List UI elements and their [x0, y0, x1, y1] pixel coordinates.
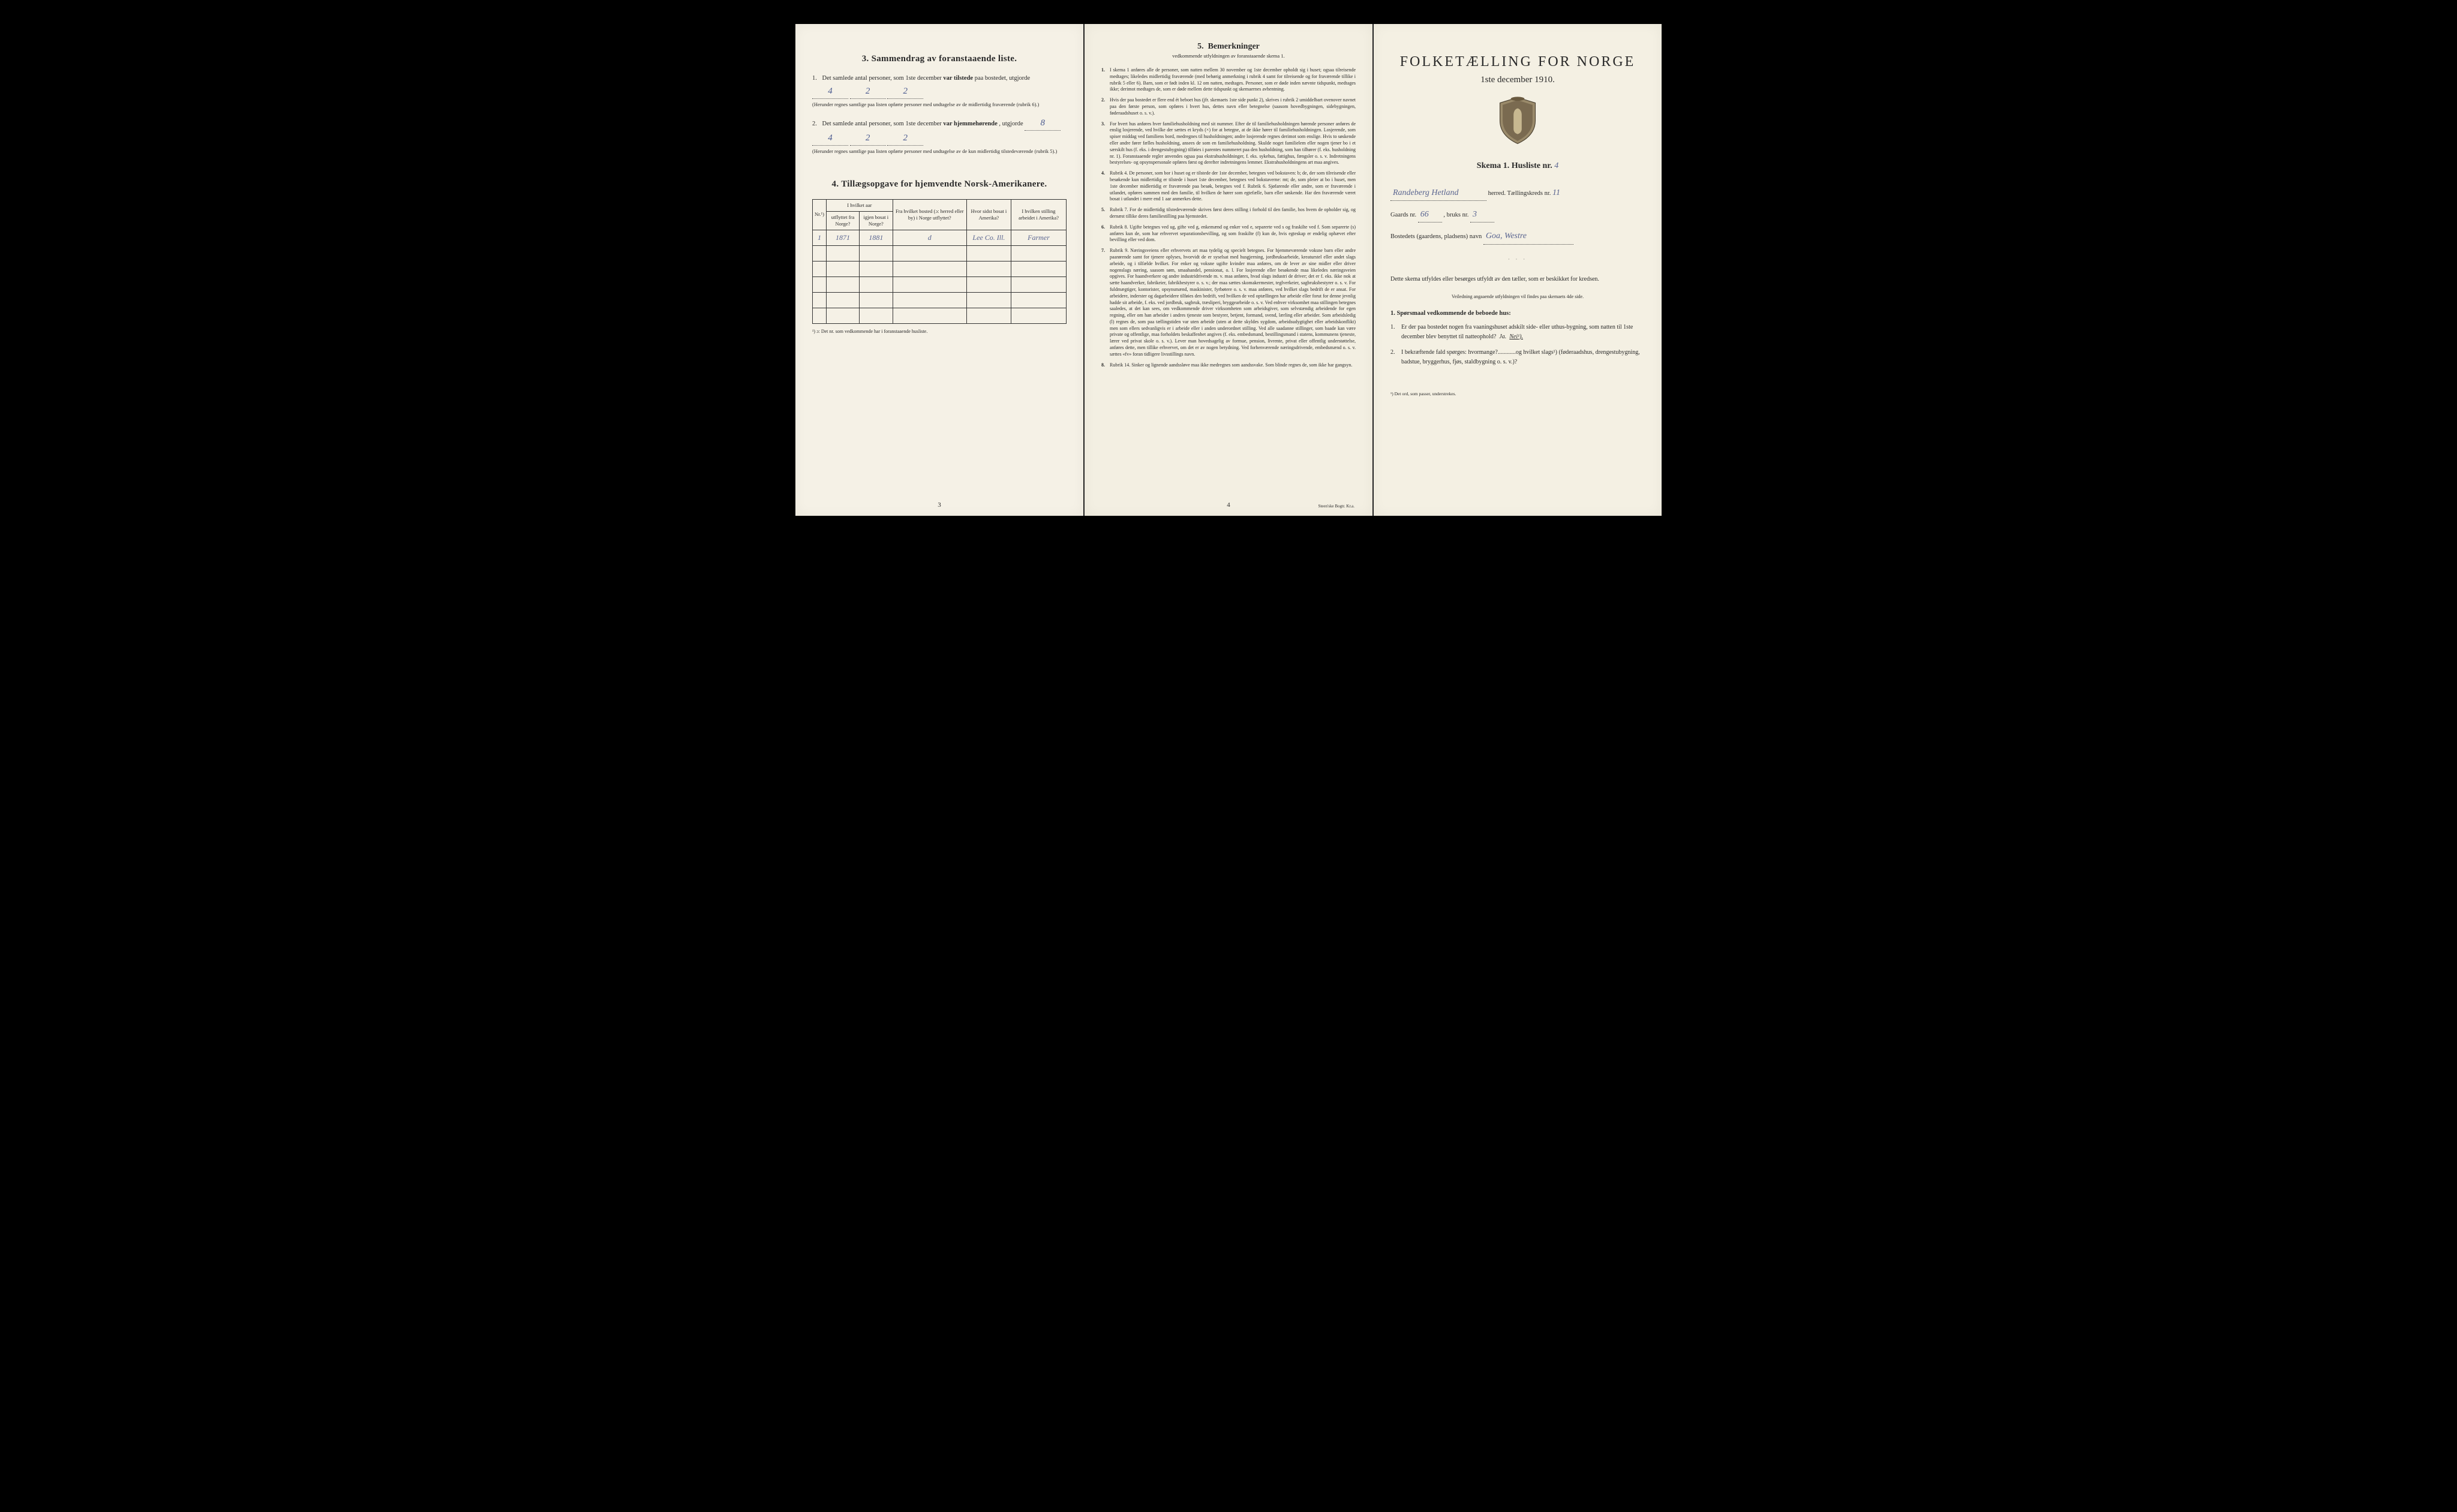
- remark-item: Rubrik 4. De personer, som bor i huset o…: [1101, 170, 1356, 203]
- questions-heading: 1. Spørsmaal vedkommende de beboede hus:: [1390, 310, 1645, 317]
- question-1: Er der paa bostedet nogen fra vaaningshu…: [1390, 323, 1645, 342]
- printer-mark: Steen'ske Bogtr. Kr.a.: [1318, 504, 1354, 509]
- section-3-title: 3. Sammendrag av foranstaaende liste.: [812, 54, 1067, 64]
- value-tilstede-1: 4: [812, 84, 848, 99]
- value-hjemme-3: 2: [850, 131, 886, 146]
- col-bosted: Fra hvilket bosted (ɔ: herred eller by) …: [893, 199, 966, 230]
- table-row: [813, 308, 1067, 323]
- col-igjen: igjen bosat i Norge?: [859, 211, 893, 230]
- table-row: [813, 292, 1067, 308]
- remark-item: Rubrik 7. For de midlertidig tilstedevær…: [1101, 207, 1356, 220]
- divider-icon: · · ·: [1390, 257, 1645, 262]
- value-hjemme-1: 8: [1025, 116, 1061, 131]
- table-row: [813, 261, 1067, 276]
- remarks-list: I skema 1 anføres alle de personer, som …: [1101, 67, 1356, 368]
- remark-item: I skema 1 anføres alle de personer, som …: [1101, 67, 1356, 93]
- coat-of-arms-icon: [1390, 96, 1645, 147]
- main-subtitle: 1ste december 1910.: [1390, 75, 1645, 85]
- value-hjemme-2: 4: [812, 131, 848, 146]
- herred-line: Randeberg Hetland herred. Tællingskreds …: [1390, 185, 1645, 201]
- col-stilling: I hvilken stilling arbeidet i Amerika?: [1011, 199, 1066, 230]
- kreds-value: 11: [1552, 188, 1560, 197]
- main-title: FOLKETÆLLING FOR NORGE: [1390, 54, 1645, 70]
- answer-nei: Nei¹).: [1509, 333, 1523, 340]
- bostedet-line: Bostedets (gaardens, pladsens) navn Goa,…: [1390, 229, 1645, 244]
- gaard-line: Gaards nr. 66 , bruks nr. 3: [1390, 207, 1645, 223]
- emigrant-table: Nr.¹) I hvilket aar Fra hvilket bosted (…: [812, 199, 1067, 324]
- page-left: 3. Sammendrag av foranstaaende liste. 1.…: [795, 24, 1083, 516]
- section-5-title: 5. Bemerkninger: [1101, 42, 1356, 52]
- item-1: 1. Det samlede antal personer, som 1ste …: [812, 74, 1067, 109]
- husliste-nr: 4: [1554, 161, 1558, 170]
- remark-item: For hvert hus anføres hver familiehushol…: [1101, 121, 1356, 167]
- remark-item: Rubrik 9. Næringsveiens eller erhvervets…: [1101, 248, 1356, 358]
- page-middle: 5. Bemerkninger vedkommende utfyldningen…: [1085, 24, 1372, 516]
- questions-list: Er der paa bostedet nogen fra vaaningshu…: [1390, 323, 1645, 367]
- remark-item: Hvis der paa bostedet er flere end ét be…: [1101, 97, 1356, 116]
- table-footnote: ¹) ɔ: Det nr. som vedkommende har i fora…: [812, 329, 1067, 334]
- page-number: 3: [938, 501, 941, 509]
- question-2: I bekræftende fald spørges: hvormange?..…: [1390, 348, 1645, 367]
- col-utflyttet: utflyttet fra Norge?: [827, 211, 860, 230]
- item-2: 2. Det samlede antal personer, som 1ste …: [812, 116, 1067, 155]
- value-tilstede-3: 2: [887, 84, 923, 99]
- value-tilstede-2: 2: [850, 84, 886, 99]
- remark-item: Rubrik 14. Sinker og lignende aandssløve…: [1101, 362, 1356, 369]
- tiny-note: Veiledning angaaende utfyldningen vil fi…: [1390, 294, 1645, 299]
- col-aar-group: I hvilket aar: [827, 199, 893, 211]
- section-5-subtitle: vedkommende utfyldningen av foranstaaend…: [1101, 53, 1356, 59]
- col-sidst: Hvor sidst bosat i Amerika?: [966, 199, 1011, 230]
- bostedet-value: Goa, Westre: [1483, 229, 1573, 244]
- instructions: Dette skema utfyldes eller besørges utfy…: [1390, 274, 1645, 284]
- table-row: 1 1871 1881 d Lee Co. Ill. Farmer: [813, 230, 1067, 245]
- page-number: 4: [1227, 501, 1230, 509]
- document-spread: 3. Sammendrag av foranstaaende liste. 1.…: [795, 24, 1662, 516]
- gaard-value: 66: [1418, 207, 1442, 223]
- remark-item: Rubrik 8. Ugifte betegnes ved ug, gifte …: [1101, 224, 1356, 244]
- page-right: FOLKETÆLLING FOR NORGE 1ste december 191…: [1374, 24, 1662, 516]
- skema-line: Skema 1. Husliste nr. 4: [1390, 161, 1645, 171]
- value-hjemme-4: 2: [887, 131, 923, 146]
- table-row: [813, 276, 1067, 292]
- table-row: [813, 245, 1067, 261]
- section-4-title: 4. Tillægsopgave for hjemvendte Norsk-Am…: [812, 179, 1067, 190]
- col-nr: Nr.¹): [813, 199, 827, 230]
- footnote-right: ¹) Det ord, som passer, understrekes.: [1390, 391, 1645, 396]
- herred-value: Randeberg Hetland: [1390, 185, 1486, 201]
- bruks-value: 3: [1470, 207, 1494, 223]
